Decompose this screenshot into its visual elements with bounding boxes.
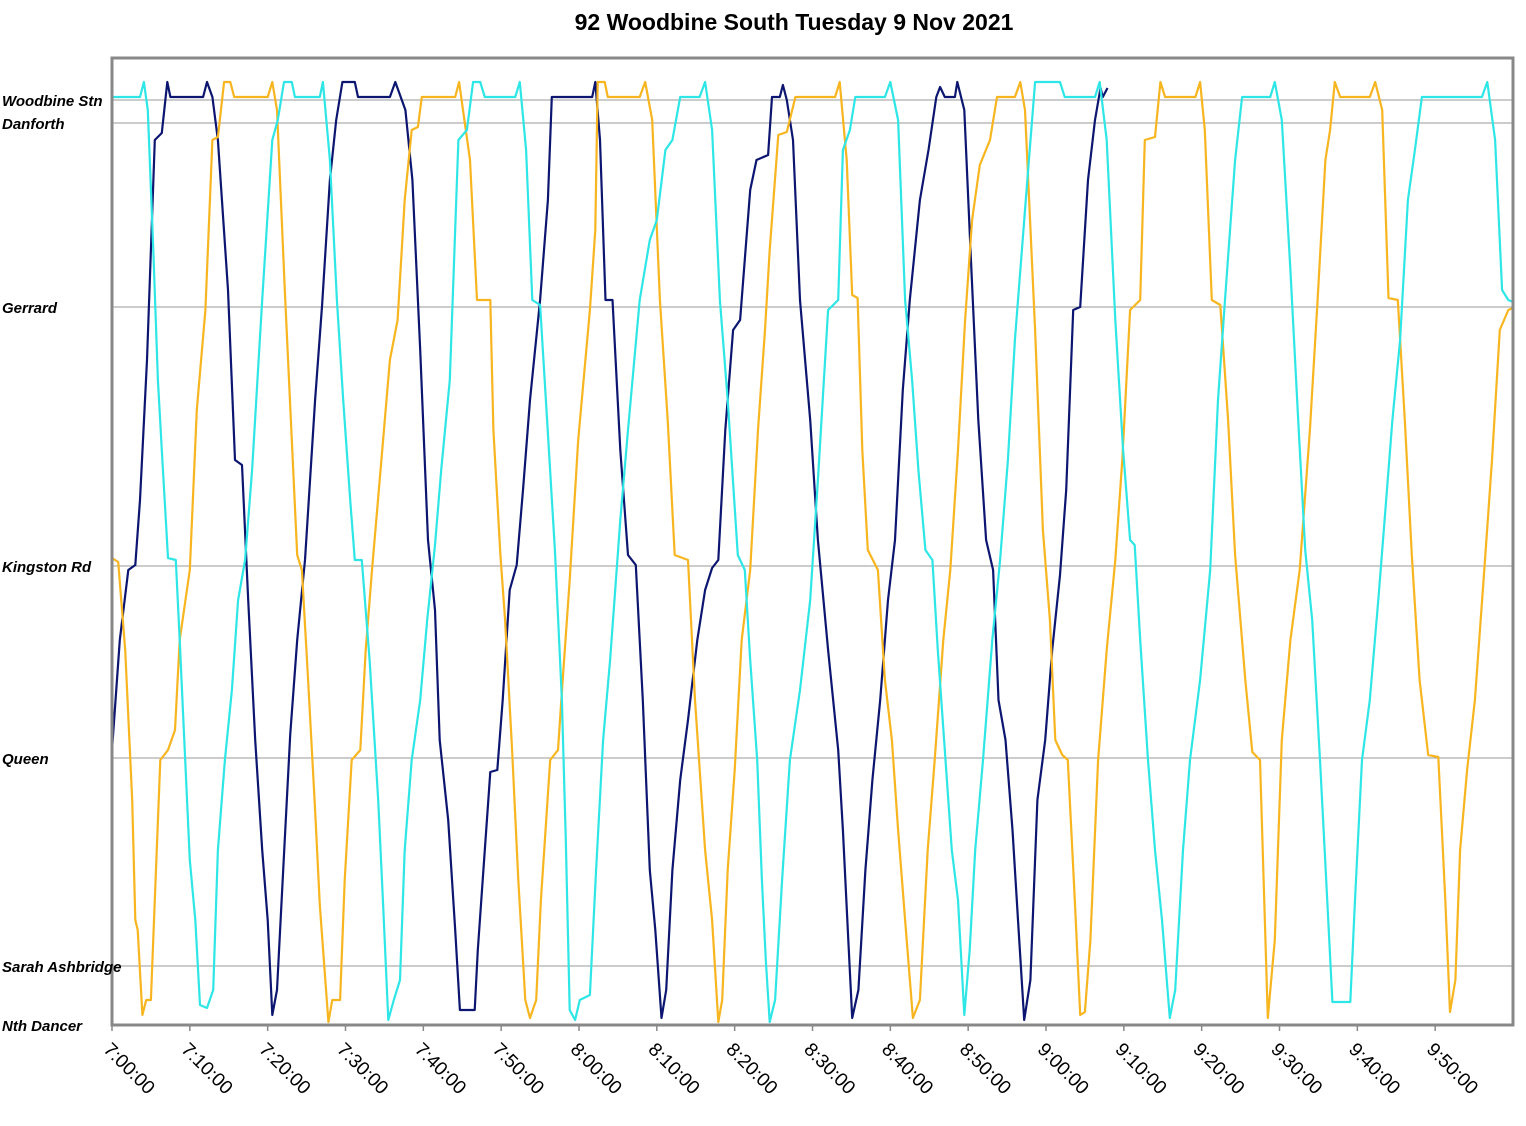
series-line [111,80,1514,1024]
series-line [112,80,1514,1024]
series-line [110,80,1109,1022]
y-tick-label: Gerrard [2,300,58,317]
y-tick-label: Sarah Ashbridge [2,959,121,976]
chart-title: 92 Woodbine South Tuesday 9 Nov 2021 [575,9,1014,35]
grid [112,99,1513,1026]
plot-lines [110,80,1514,1024]
y-tick-label: Nth Dancer [2,1018,83,1035]
y-tick-label: Kingston Rd [2,559,92,576]
y-tick-label: Woodbine Stn [2,93,103,110]
y-tick-label: Queen [2,751,49,768]
y-tick-label: Danforth [2,116,65,133]
